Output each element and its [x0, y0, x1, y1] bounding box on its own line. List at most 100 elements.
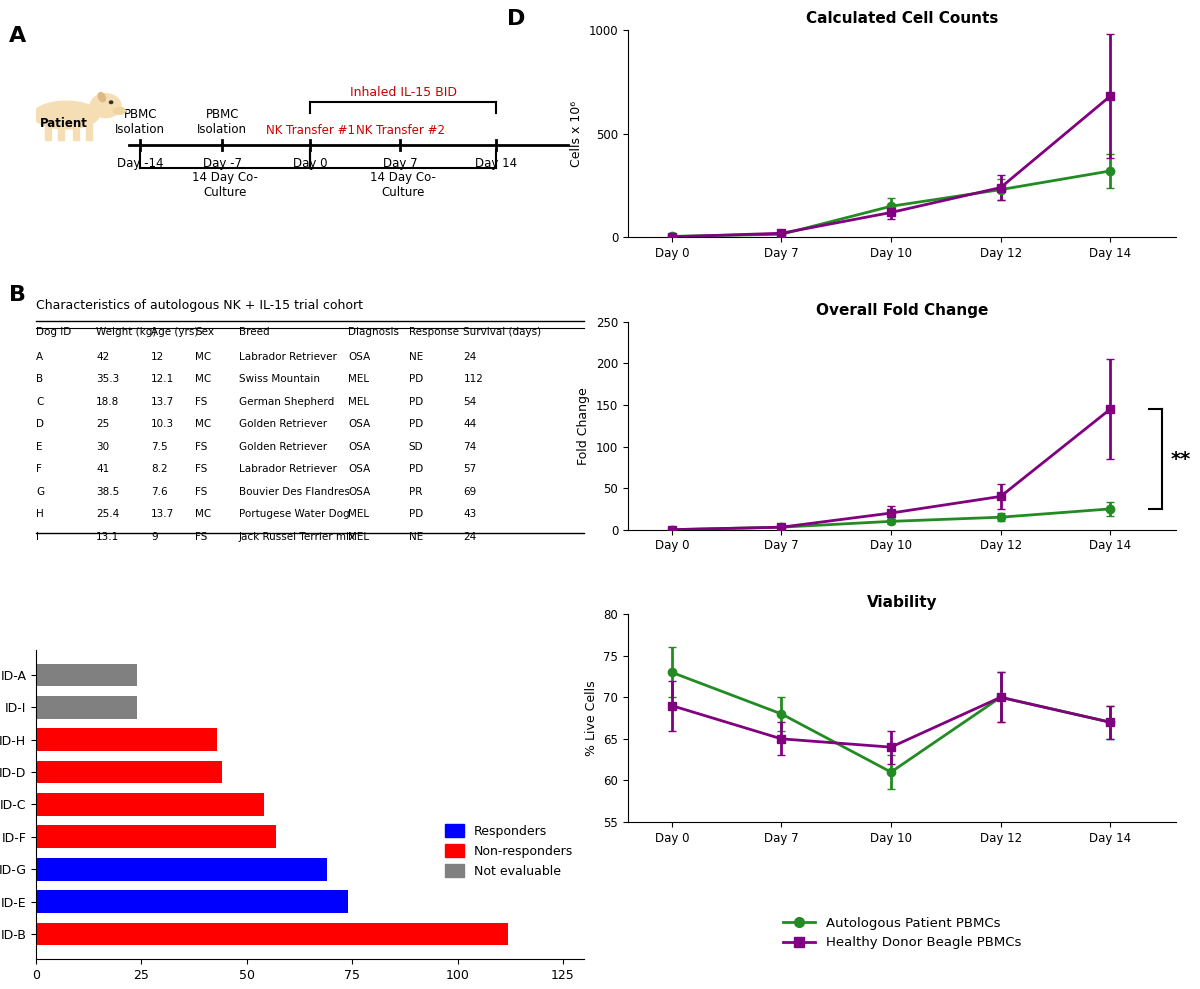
Text: H: H [36, 509, 43, 519]
Text: MC: MC [194, 419, 211, 429]
Text: Diagnosis: Diagnosis [348, 326, 400, 336]
Text: 24: 24 [463, 531, 476, 542]
Text: Inhaled IL-15 BID: Inhaled IL-15 BID [349, 86, 457, 99]
Ellipse shape [113, 108, 125, 114]
Bar [36, 890, 348, 913]
Text: 57: 57 [463, 464, 476, 474]
Text: 13.1: 13.1 [96, 531, 120, 542]
Text: FS: FS [194, 531, 208, 542]
Text: Dog ID: Dog ID [36, 326, 71, 336]
Text: B: B [36, 375, 43, 385]
Text: Breed: Breed [239, 326, 270, 336]
Bar [36, 793, 264, 816]
Text: Survival (days): Survival (days) [463, 326, 541, 336]
Text: MEL: MEL [348, 531, 370, 542]
Text: Golden Retriever: Golden Retriever [239, 419, 326, 429]
Text: Labrador Retriever: Labrador Retriever [239, 464, 337, 474]
Text: FS: FS [194, 487, 208, 496]
Circle shape [90, 94, 121, 118]
Ellipse shape [98, 93, 106, 102]
Text: Day 14: Day 14 [475, 157, 517, 170]
Text: 10.3: 10.3 [151, 419, 174, 429]
Text: OSA: OSA [348, 464, 371, 474]
Text: 25.4: 25.4 [96, 509, 120, 519]
Text: Portugese Water Dog: Portugese Water Dog [239, 509, 349, 519]
Text: 12.1: 12.1 [151, 375, 174, 385]
Text: Response: Response [409, 326, 458, 336]
Text: 25: 25 [96, 419, 109, 429]
Circle shape [109, 101, 113, 104]
Text: 24: 24 [463, 352, 476, 362]
Text: 54: 54 [463, 397, 476, 406]
Text: FS: FS [194, 442, 208, 452]
Text: MC: MC [194, 352, 211, 362]
Text: MC: MC [194, 509, 211, 519]
Text: SD: SD [409, 442, 424, 452]
Text: Age (yrs): Age (yrs) [151, 326, 198, 336]
Text: PD: PD [409, 375, 422, 385]
Text: C: C [36, 397, 43, 406]
Text: 38.5: 38.5 [96, 487, 120, 496]
Text: OSA: OSA [348, 419, 371, 429]
Text: 13.7: 13.7 [151, 397, 174, 406]
Bar [36, 857, 326, 880]
Ellipse shape [34, 101, 100, 129]
Bar [59, 124, 65, 139]
Text: PBMC
Isolation: PBMC Isolation [115, 109, 166, 136]
Text: Jack Russel Terrier mix: Jack Russel Terrier mix [239, 531, 356, 542]
Text: PD: PD [409, 509, 422, 519]
Bar [36, 664, 137, 686]
Text: OSA: OSA [348, 487, 371, 496]
Title: Overall Fold Change: Overall Fold Change [816, 303, 988, 318]
Text: I: I [36, 531, 38, 542]
Text: Swiss Mountain: Swiss Mountain [239, 375, 319, 385]
Text: Day -7: Day -7 [203, 157, 242, 170]
Y-axis label: Fold Change: Fold Change [577, 387, 590, 465]
Text: 7.6: 7.6 [151, 487, 168, 496]
Text: MC: MC [194, 375, 211, 385]
Text: OSA: OSA [348, 352, 371, 362]
Text: 44: 44 [463, 419, 476, 429]
Text: MEL: MEL [348, 397, 370, 406]
Bar [36, 729, 217, 751]
Text: Golden Retriever: Golden Retriever [239, 442, 326, 452]
X-axis label: Days: Days [292, 988, 329, 989]
Bar [36, 826, 276, 849]
Text: Day 7: Day 7 [383, 157, 418, 170]
Text: Day 0: Day 0 [293, 157, 328, 170]
Text: 9: 9 [151, 531, 157, 542]
Text: FS: FS [194, 464, 208, 474]
Text: Day -14: Day -14 [116, 157, 163, 170]
Text: E: E [36, 442, 42, 452]
Text: Labrador Retriever: Labrador Retriever [239, 352, 337, 362]
Text: A: A [8, 26, 26, 46]
Text: 43: 43 [463, 509, 476, 519]
Text: PBMC
Isolation: PBMC Isolation [197, 109, 247, 136]
Text: B: B [8, 285, 25, 306]
Text: NK Transfer #1: NK Transfer #1 [265, 125, 354, 137]
Bar [73, 124, 79, 139]
Text: 14 Day Co-
Culture: 14 Day Co- Culture [192, 171, 258, 199]
Text: **: ** [1170, 450, 1190, 469]
Text: 7.5: 7.5 [151, 442, 168, 452]
Text: 69: 69 [463, 487, 476, 496]
Text: NE: NE [409, 531, 422, 542]
Text: FS: FS [194, 397, 208, 406]
Bar [36, 761, 222, 783]
Text: PR: PR [409, 487, 422, 496]
Bar [36, 696, 137, 719]
Text: D: D [36, 419, 44, 429]
Text: NK Transfer #2: NK Transfer #2 [356, 125, 445, 137]
Text: D: D [508, 9, 526, 29]
Text: 42: 42 [96, 352, 109, 362]
Text: 14 Day Co-
Culture: 14 Day Co- Culture [371, 171, 436, 199]
Bar [46, 124, 52, 139]
Text: PD: PD [409, 464, 422, 474]
Text: PD: PD [409, 397, 422, 406]
Text: 35.3: 35.3 [96, 375, 120, 385]
Bar [86, 124, 92, 139]
Text: NE: NE [409, 352, 422, 362]
Text: A: A [36, 352, 43, 362]
Text: German Shepherd: German Shepherd [239, 397, 334, 406]
Text: Sex: Sex [194, 326, 214, 336]
